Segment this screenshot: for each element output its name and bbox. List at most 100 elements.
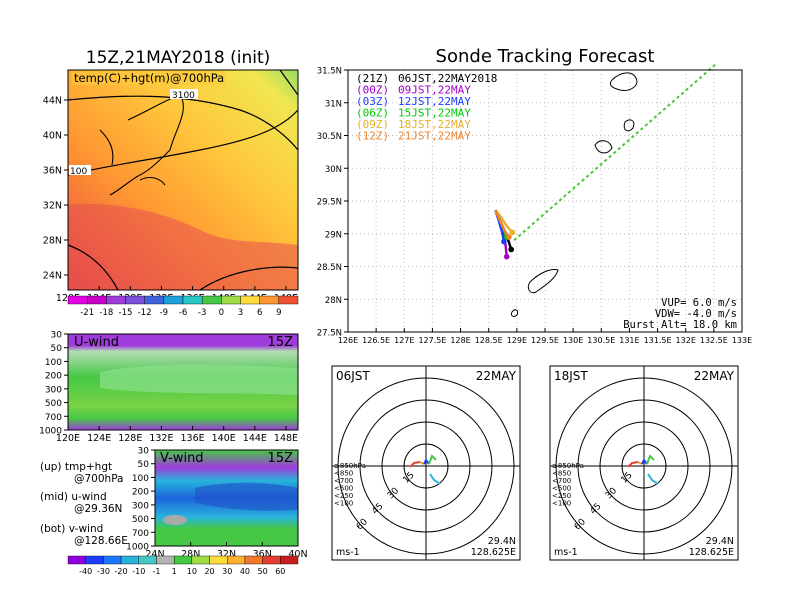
- temp-colorbar-label: -18: [99, 308, 113, 318]
- track-lat-ticks: 31.5N 31N 30.5N 30N 29.5N 29N 28.5N 28N 27.5N: [317, 67, 348, 339]
- contour-label-box-2: [69, 165, 91, 175]
- temp-colorbar-cell: [86, 295, 107, 305]
- temp-colorbar-cell: [106, 295, 126, 305]
- wind-colorbar-cell: [156, 555, 175, 565]
- u-wind-pressure-ticks: 30 50 100 200 300 500 700 1000: [39, 331, 68, 437]
- track-lon-label: 128E: [450, 336, 470, 345]
- v-wind-x-label: 28N: [181, 549, 200, 560]
- v-wind-grey-patch: [163, 515, 187, 525]
- temp-lat-label: 40N: [43, 131, 62, 142]
- track-coastlines: [511, 72, 638, 317]
- height-contour-5: [279, 69, 299, 96]
- temp-colorbar-cell: [125, 295, 145, 305]
- warm-band: [68, 204, 298, 290]
- u-wind-p-label: 200: [45, 372, 62, 382]
- track-lon-label: 132E: [676, 336, 696, 345]
- temp-map-frame: [67, 69, 299, 291]
- map-label: temp(C)+hgt(m)@700hPa: [74, 71, 224, 85]
- track-lat-label: 31.5N: [317, 67, 342, 77]
- forecast-direction-line: [513, 62, 718, 242]
- track-lat-label: 27.5N: [317, 329, 342, 339]
- v-wind-p-label: 700: [132, 529, 149, 539]
- wind-colorbar-cell: [67, 555, 86, 565]
- track-lat-label: 31N: [325, 99, 342, 109]
- track-lat-label: 28N: [325, 296, 342, 306]
- u-wind-p-label: 1000: [39, 427, 62, 437]
- hodograph-level-label: <250: [334, 492, 353, 500]
- track-endpoint: [508, 246, 515, 253]
- wind-colorbar-cell: [120, 555, 139, 565]
- hodograph-level-label: <500: [552, 485, 571, 493]
- vup-text: VUP= 6.0 m/s: [661, 297, 737, 309]
- track-lat-label: 29.5N: [317, 198, 342, 208]
- hodograph-date: 22MAY: [694, 369, 735, 383]
- note-bot-b: @128.66E: [74, 535, 128, 547]
- track-lon-label: 130E: [563, 336, 583, 345]
- temp-colorbar-label: -3: [198, 308, 206, 318]
- temp-colorbar-cell: [201, 295, 222, 305]
- hodograph-time: 06JST: [336, 369, 370, 383]
- hodograph-lon: 128.625E: [471, 547, 516, 558]
- temp-colorbar-label: -21: [80, 308, 94, 318]
- note-up-a: (up) tmp+hgt: [40, 461, 112, 473]
- wind-colorbar-label: 30: [222, 567, 232, 576]
- v-wind-panel: V-wind 15Z: [154, 449, 299, 547]
- wind-colorbar-cell: [262, 555, 281, 565]
- contour-label-1: 3100: [172, 91, 195, 101]
- note-mid-b: @29.36N: [74, 503, 122, 515]
- wind-colorbar-cell: [227, 555, 246, 565]
- track-endpoint: [506, 234, 512, 240]
- u-wind-x-label: 120E: [56, 433, 80, 444]
- u-wind-x-label: 132E: [149, 433, 173, 444]
- wind-colorbar-label: -40: [79, 567, 92, 576]
- panel-notes: (up) tmp+hgt @700hPa (mid) u-wind @29.36…: [40, 461, 128, 547]
- wind-colorbar-label: -20: [115, 567, 128, 576]
- temp-colorbar-label: 6: [257, 308, 262, 318]
- v-wind-p-label: 100: [132, 474, 149, 484]
- track-endpoint: [503, 253, 510, 260]
- height-contour-3: [67, 244, 119, 291]
- hodograph-trace: [647, 473, 659, 485]
- temp-colorbar: -21 -18 -15 -12 -9 -6 -3 0 3 6 9: [67, 295, 299, 318]
- track-series-line: [494, 209, 511, 238]
- temp-map: temp(C)+hgt(m)@700hPa 3100 100: [67, 69, 299, 291]
- track-lon-ticks: 126E 126.5E 127E 127.5E 128E 128.5E 129E 129.5E…: [338, 328, 752, 345]
- legend-tag: (03Z): [356, 95, 389, 108]
- v-wind-p-label: 500: [132, 515, 149, 525]
- track-lon-label: 126.5E: [362, 336, 390, 345]
- legend-text: 18JST,22MAY: [398, 118, 471, 131]
- track-lon-label: 131E: [619, 336, 639, 345]
- u-wind-p-label: 30: [51, 331, 63, 341]
- legend-text: 12JST,22MAY: [398, 95, 471, 108]
- temp-colorbar-cell: [278, 295, 299, 305]
- hodograph-time: 18JST: [554, 369, 588, 383]
- japan-coastline: [99, 94, 184, 196]
- u-wind-x-label: 136E: [181, 433, 205, 444]
- temp-colorbar-label: -15: [119, 308, 133, 318]
- hodograph-date: 22MAY: [476, 369, 517, 383]
- hodograph-level-label: ≥850hPa: [334, 462, 366, 470]
- temp-map-lat-ticks: 44N 40N 36N 32N 28N 24N: [43, 96, 68, 282]
- vdw-text: VDW= -4.0 m/s: [655, 308, 737, 320]
- v-wind-x-label: 32N: [217, 549, 236, 560]
- temp-colorbar-label: 0: [219, 308, 224, 318]
- v-wind-lat-ticks: 24N 28N 32N 36N 40N: [145, 542, 308, 560]
- temp-colorbar-cell: [221, 295, 241, 305]
- track-endpoint: [509, 229, 516, 236]
- temp-colorbar-cell: [67, 295, 88, 305]
- u-wind-p-label: 300: [45, 385, 62, 395]
- track-lon-label: 129.5E: [531, 336, 559, 345]
- height-contour-4: [199, 266, 299, 291]
- hodograph-level-label: ≥850hPa: [552, 462, 584, 470]
- temp-lat-label: 32N: [43, 201, 62, 212]
- wind-colorbar-label: 10: [187, 567, 197, 576]
- temp-colorbar-label: -9: [160, 308, 168, 318]
- wind-colorbar-label: -10: [132, 567, 145, 576]
- track-lon-label: 128.5E: [475, 336, 503, 345]
- hodograph-level-label: <100: [334, 500, 353, 508]
- legend-text: 15JST,22MAY: [398, 107, 471, 120]
- track-lon-label: 133E: [732, 336, 752, 345]
- track-lon-label: 127.5E: [418, 336, 446, 345]
- track-lat-label: 30N: [325, 165, 342, 175]
